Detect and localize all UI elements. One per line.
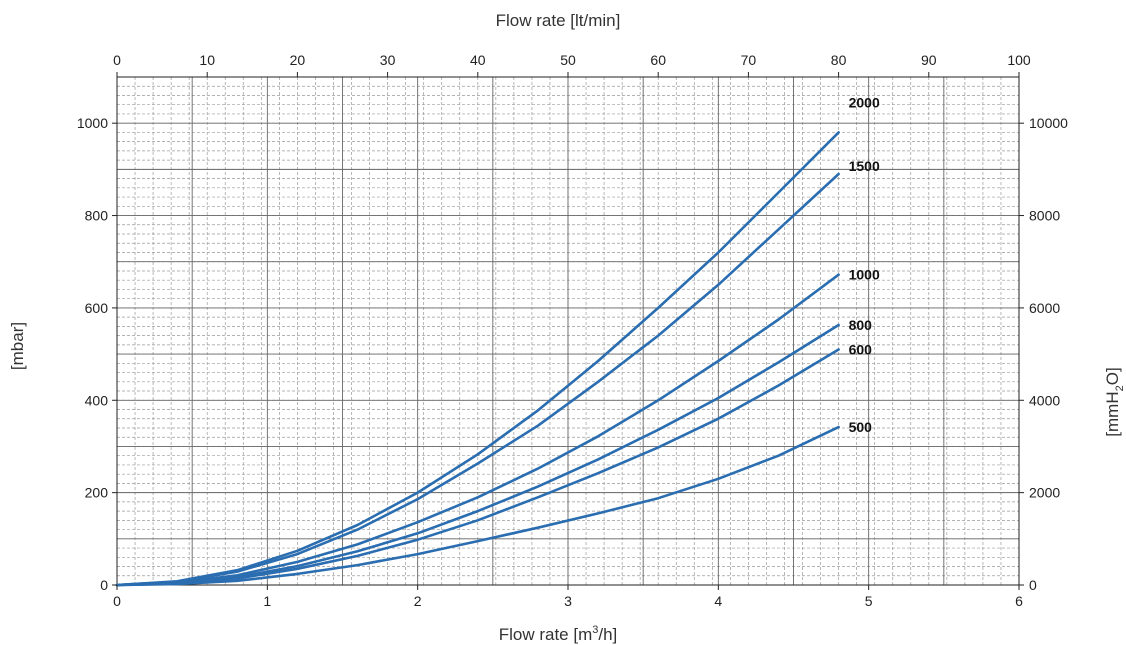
series-line-800 <box>115 323 840 587</box>
series-label-800: 800 <box>849 317 873 333</box>
left-tick-label: 800 <box>85 208 109 224</box>
top-tick-label: 100 <box>1007 52 1031 68</box>
bottom-tick-label: 0 <box>113 593 121 609</box>
series-label-1500: 1500 <box>849 158 880 174</box>
top-tick-label: 70 <box>741 52 757 68</box>
tick-labels: 0 1 2 3 4 5 60 10 20 30 40 50 60 70 80 90 10002004006008… <box>77 52 1068 609</box>
top-tick-label: 0 <box>113 52 121 68</box>
right-tick-label: 8000 <box>1029 208 1060 224</box>
bottom-axis-title: Flow rate [m3/h] <box>499 624 618 644</box>
left-tick-label: 400 <box>85 392 109 408</box>
series-label-2000: 2000 <box>849 94 880 110</box>
series-labels: 2000 1500 1000 800 600 500 <box>849 94 880 435</box>
top-tick-label: 80 <box>831 52 847 68</box>
series-label-1000: 1000 <box>849 267 880 283</box>
series-line-1500 <box>115 172 840 587</box>
right-tick-label: 4000 <box>1029 392 1060 408</box>
bottom-tick-label: 4 <box>714 593 722 609</box>
top-tick-label: 60 <box>650 52 666 68</box>
top-tick-label: 30 <box>380 52 396 68</box>
top-tick-label: 90 <box>921 52 937 68</box>
left-tick-label: 200 <box>85 485 109 501</box>
bottom-tick-label: 5 <box>865 593 873 609</box>
series-label-500: 500 <box>849 419 873 435</box>
series-line-600 <box>115 348 840 587</box>
right-tick-label: 10000 <box>1029 115 1068 131</box>
bottom-tick-label: 1 <box>263 593 271 609</box>
right-tick-label: 2000 <box>1029 485 1060 501</box>
bottom-tick-label: 2 <box>414 593 422 609</box>
top-tick-label: 40 <box>470 52 486 68</box>
top-tick-label: 20 <box>290 52 306 68</box>
top-tick-label: 10 <box>199 52 215 68</box>
left-tick-label: 0 <box>100 577 108 593</box>
series-line-2000 <box>115 131 840 587</box>
series-line-500 <box>115 425 840 587</box>
series-group <box>115 131 840 587</box>
left-tick-label: 1000 <box>77 115 108 131</box>
series-label-600: 600 <box>849 341 873 357</box>
left-tick-label: 600 <box>85 300 109 316</box>
top-axis-title: Flow rate [lt/min] <box>496 11 621 30</box>
right-tick-label: 0 <box>1029 577 1037 593</box>
left-axis-title: [mbar] <box>8 322 27 370</box>
top-tick-label: 50 <box>560 52 576 68</box>
right-axis-title: [mmH2O] <box>1103 367 1126 436</box>
series-line-1000 <box>115 273 840 587</box>
bottom-tick-label: 3 <box>564 593 572 609</box>
bottom-tick-label: 6 <box>1015 593 1023 609</box>
right-tick-label: 6000 <box>1029 300 1060 316</box>
